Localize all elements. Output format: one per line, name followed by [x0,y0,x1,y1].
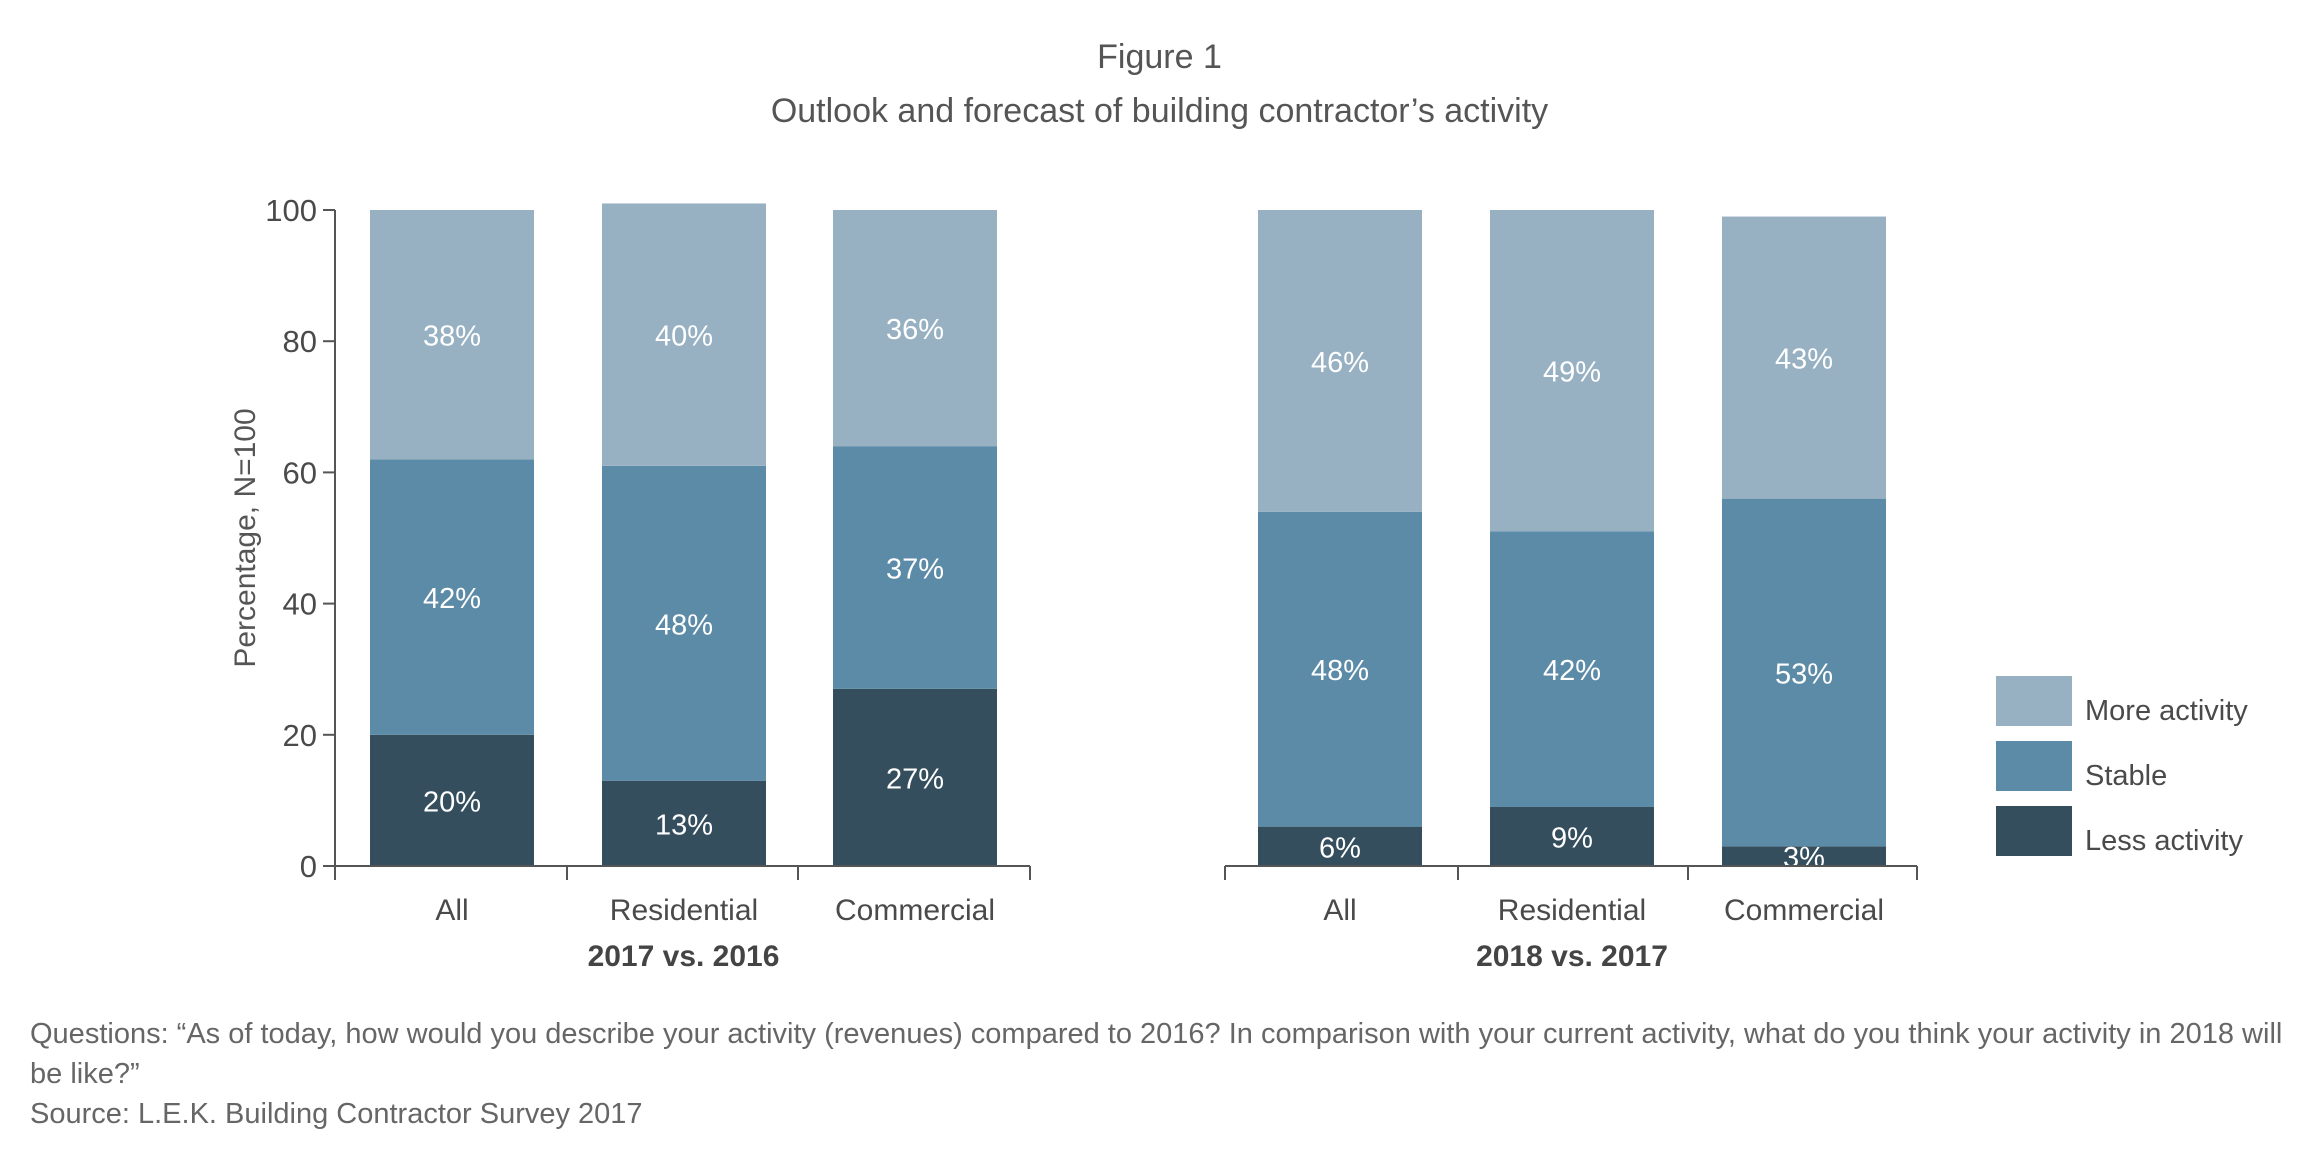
y-tick-label: 0 [300,849,317,884]
data-label: 48% [1311,655,1369,687]
data-label: 3% [1783,842,1825,874]
legend-label: More activity [2085,695,2248,727]
data-label: 42% [423,583,481,615]
bar-left-residential-stable [602,465,766,781]
bar-right-all-stable [1258,511,1422,827]
legend-swatch [1996,676,2072,726]
legend-swatch [1996,806,2072,856]
x-category-label: All [1323,894,1356,927]
x-category-label: Commercial [1724,894,1884,927]
x-category-label: Commercial [835,894,995,927]
data-label: 36% [886,314,944,346]
data-label: 13% [655,809,713,841]
source-note: Source: L.E.K. Building Contractor Surve… [30,1098,643,1130]
legend-swatch [1996,741,2072,791]
bar-left-commercial-stable [833,446,997,689]
bar-left-commercial-more [833,210,997,447]
y-tick-label: 60 [283,455,317,490]
data-label: 42% [1543,655,1601,687]
data-label: 20% [423,786,481,818]
bar-left-all-more [370,210,534,460]
bar-right-commercial-more [1722,216,1886,499]
bar-right-residential-stable [1490,531,1654,807]
legend-label: Less activity [2085,825,2243,857]
data-label: 49% [1543,357,1601,389]
group-title: 2017 vs. 2016 [588,940,780,973]
bar-right-residential-more [1490,210,1654,532]
bar-right-all-more [1258,210,1422,512]
data-label: 6% [1319,832,1361,864]
data-label: 46% [1311,347,1369,379]
y-tick-label: 20 [283,718,317,753]
bar-right-commercial-less [1722,846,1886,866]
legend-label: Stable [2085,760,2167,792]
bar-right-all-less [1258,826,1422,866]
bar-right-commercial-stable [1722,498,1886,847]
data-label: 38% [423,321,481,353]
y-tick-label: 80 [283,324,317,359]
y-tick-label: 40 [283,587,317,622]
figure-label: Figure 1 [1097,38,1222,76]
bar-left-residential-less [602,780,766,866]
chart-canvas: 0 20 40 60 80 100 Percentage, N=100 20% 42% 38% Al… [229,193,2248,973]
bar-left-all-less [370,734,534,866]
bar-left-residential-more [602,203,766,466]
question-note: Questions: “As of today, how would you d… [30,1018,2283,1090]
y-axis-title: Percentage, N=100 [229,408,262,667]
bar-left-commercial-less [833,688,997,866]
data-label: 40% [655,321,713,353]
data-label: 37% [886,554,944,586]
data-label: 43% [1775,344,1833,376]
x-category-label: Residential [1498,894,1646,927]
data-label: 27% [886,763,944,795]
x-category-label: All [435,894,468,927]
x-category-label: Residential [610,894,758,927]
data-label: 9% [1551,822,1593,854]
bar-left-all-stable [370,459,534,735]
data-label: 48% [655,609,713,641]
bar-right-residential-less [1490,806,1654,866]
y-tick-label: 100 [265,193,317,228]
group-title: 2018 vs. 2017 [1476,940,1668,973]
chart-title: Outlook and forecast of building contrac… [770,92,1549,130]
data-label: 53% [1775,658,1833,690]
